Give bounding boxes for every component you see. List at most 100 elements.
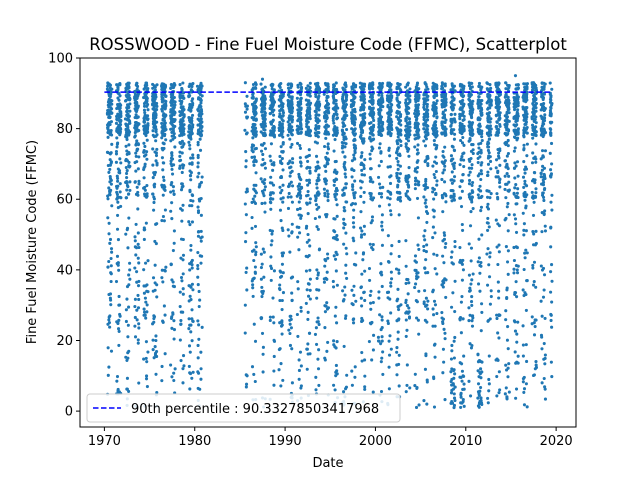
data-point [426,307,430,311]
data-point [199,377,203,381]
data-point [494,158,499,162]
data-point [387,126,391,130]
data-point [280,157,284,161]
data-point [127,129,131,133]
data-point [432,252,436,256]
data-point [134,151,138,155]
data-point [497,250,501,254]
data-point [125,169,129,173]
data-point [317,322,321,327]
data-point [270,106,274,110]
data-point [178,164,182,168]
data-point [344,271,348,275]
data-point [169,139,173,143]
data-point [414,268,418,273]
data-point [331,118,335,123]
data-point [109,87,113,91]
data-point [471,151,475,156]
data-point [299,216,303,220]
data-point [323,180,327,184]
data-point [432,313,436,317]
data-point [335,283,339,287]
data-point [361,108,365,112]
data-point [119,161,123,165]
data-point [124,128,128,132]
data-point [307,181,312,185]
data-point [155,349,159,354]
data-point [378,313,382,317]
data-point [200,94,204,98]
data-point [304,269,308,273]
data-point [460,278,464,282]
data-point [133,245,137,249]
data-point [332,149,336,153]
data-point [181,203,185,207]
data-point [426,162,430,166]
data-point [117,92,121,96]
data-point [494,218,498,222]
data-point [244,159,248,163]
data-point [127,133,131,137]
data-point [497,370,501,374]
data-point [117,329,121,333]
data-point [324,119,328,123]
data-point [278,298,282,303]
data-point [360,103,365,107]
data-point [359,235,364,239]
data-point [461,228,465,232]
data-point [155,147,159,151]
data-point [326,132,330,136]
data-point [368,131,372,135]
data-point [279,81,283,86]
data-point [362,93,366,97]
data-point [461,173,465,177]
data-point [362,190,366,194]
data-point [135,270,139,274]
data-point [290,142,294,147]
data-point [361,258,365,262]
data-point [313,131,317,135]
data-point [253,270,257,274]
data-point [422,103,426,107]
data-point [487,377,491,382]
data-point [485,81,489,85]
data-point [169,156,174,160]
data-point [170,217,174,221]
data-point [341,122,345,126]
data-point [396,287,400,291]
data-point [486,401,490,405]
data-point [272,113,276,117]
data-point [281,150,285,154]
data-point [245,115,250,119]
data-point [279,95,283,100]
data-point [441,254,445,258]
data-point [291,184,295,188]
data-point [269,243,273,247]
data-point [163,352,167,356]
data-point [413,187,417,191]
data-point [115,374,120,379]
data-point [451,145,455,149]
data-point [290,133,294,137]
data-point [116,213,120,217]
data-point [326,157,330,161]
data-point [106,197,110,201]
data-point [441,278,446,283]
data-point [332,183,336,187]
data-point [259,143,264,147]
data-point [442,116,447,120]
data-point [114,152,119,156]
data-point [462,354,466,358]
data-point [316,316,320,320]
data-point [385,94,390,98]
data-point [476,382,481,386]
data-point [372,333,376,337]
data-point [270,232,274,236]
data-point [496,133,500,137]
data-point [344,137,348,141]
data-point [124,232,128,236]
data-point [386,82,390,86]
data-point [352,83,356,87]
data-point [188,204,192,208]
data-point [178,159,182,163]
